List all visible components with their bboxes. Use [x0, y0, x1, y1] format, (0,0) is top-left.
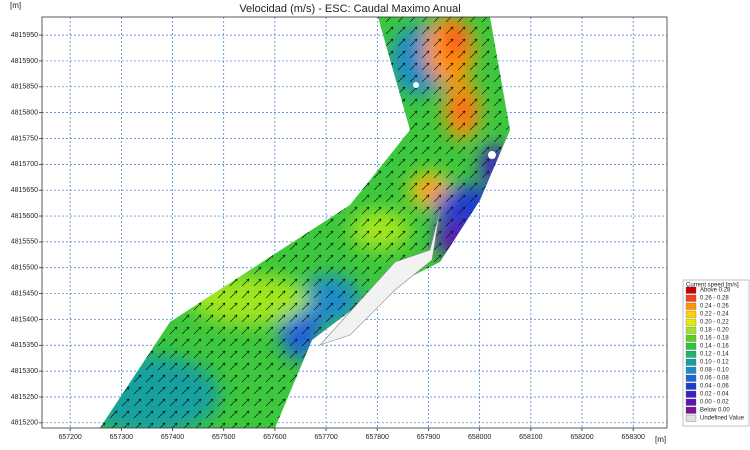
- legend-swatch: [685, 286, 697, 294]
- x-tick-label: 658200: [570, 434, 593, 441]
- y-tick-label: 4815500: [11, 265, 38, 272]
- legend-swatch: [685, 398, 697, 406]
- legend-label: 0.20 - 0.22: [700, 320, 729, 326]
- legend-swatch: [685, 374, 697, 382]
- legend-title: Current speed [m/s]: [686, 283, 739, 289]
- legend-swatch: [685, 382, 697, 390]
- legend-label: 0.12 - 0.14: [700, 352, 729, 358]
- x-tick-label: 658000: [468, 434, 491, 441]
- legend-swatch: [685, 342, 697, 350]
- x-axis-label: [m]: [655, 435, 666, 444]
- plot-frame: [41, 16, 668, 429]
- x-tick-label: 658100: [519, 434, 542, 441]
- legend-swatch: [685, 310, 697, 318]
- legend-label: 0.22 - 0.24: [700, 312, 729, 318]
- legend-label: Undefined Value: [700, 416, 745, 422]
- legend-label: 0.06 - 0.08: [700, 376, 729, 382]
- legend-label: 0.02 - 0.04: [700, 392, 729, 398]
- legend-swatch: [685, 318, 697, 326]
- y-tick-label: 4815950: [11, 32, 38, 39]
- y-tick-label: 4815750: [11, 135, 38, 142]
- y-tick-label: 4815250: [11, 394, 38, 401]
- legend-swatch: [685, 366, 697, 374]
- x-tick-label: 658300: [622, 434, 645, 441]
- legend-label: 0.16 - 0.18: [700, 336, 729, 342]
- legend-label: 0.00 - 0.02: [700, 400, 729, 406]
- y-tick-label: 4815600: [11, 213, 38, 220]
- y-tick-label: 4815200: [11, 420, 38, 427]
- y-tick-label: 4815350: [11, 342, 38, 349]
- legend-label: Above 0.28: [700, 288, 731, 294]
- y-axis-label: [m]: [10, 1, 21, 10]
- legend-label: 0.24 - 0.26: [700, 304, 729, 310]
- x-tick-label: 657800: [366, 434, 389, 441]
- legend-label: 0.04 - 0.06: [700, 384, 729, 390]
- legend-label: 0.26 - 0.28: [700, 296, 729, 302]
- y-tick-label: 4815300: [11, 368, 38, 375]
- y-tick-label: 4815550: [11, 239, 38, 246]
- y-tick-label: 4815400: [11, 316, 38, 323]
- y-tick-label: 4815800: [11, 109, 38, 116]
- chart-title: Velocidad (m/s) - ESC: Caudal Maximo Anu…: [239, 3, 460, 15]
- legend-swatch: [685, 414, 697, 422]
- x-tick-label: 657200: [58, 434, 81, 441]
- legend-swatch: [685, 350, 697, 358]
- legend-swatch: [685, 390, 697, 398]
- legend-label: 0.08 - 0.10: [700, 368, 729, 374]
- y-tick-label: 4815700: [11, 161, 38, 168]
- legend-label: 0.18 - 0.20: [700, 328, 729, 334]
- x-tick-label: 657700: [314, 434, 337, 441]
- y-tick-label: 4815900: [11, 58, 38, 65]
- legend-swatch: [685, 294, 697, 302]
- legend-swatch: [685, 406, 697, 414]
- legend-swatch: [685, 326, 697, 334]
- x-tick-label: 657600: [263, 434, 286, 441]
- y-tick-label: 4815450: [11, 290, 38, 297]
- x-tick-label: 657500: [212, 434, 235, 441]
- legend-label: Below 0.00: [700, 408, 730, 414]
- legend-swatch: [685, 358, 697, 366]
- y-tick-label: 4815650: [11, 187, 38, 194]
- x-tick-label: 657900: [417, 434, 440, 441]
- y-tick-label: 4815850: [11, 84, 38, 91]
- legend-swatch: [685, 334, 697, 342]
- x-tick-label: 657300: [110, 434, 133, 441]
- velocity-field: [100, 17, 510, 428]
- legend-swatch: [685, 302, 697, 310]
- x-tick-label: 657400: [161, 434, 184, 441]
- legend-label: 0.14 - 0.16: [700, 344, 729, 350]
- legend-label: 0.10 - 0.12: [700, 360, 729, 366]
